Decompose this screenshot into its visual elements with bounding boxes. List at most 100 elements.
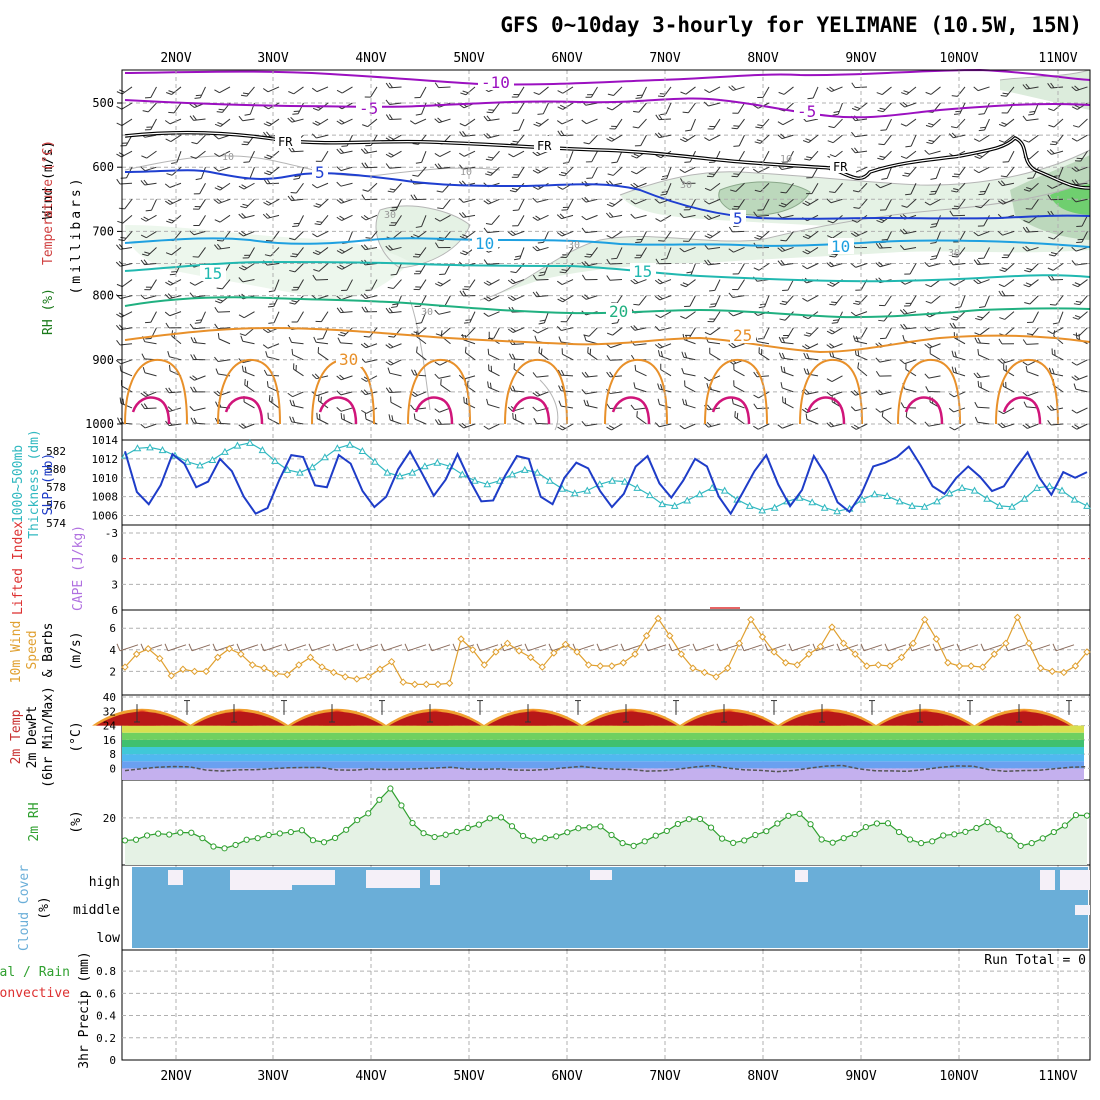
wind-barb — [881, 167, 892, 180]
thickness-point — [1045, 482, 1054, 490]
wind10-barb — [524, 643, 547, 652]
isotherm-label: 25 — [733, 326, 752, 345]
date-label-bottom: 3NOV — [257, 1069, 288, 1084]
wind10-point — [805, 650, 813, 658]
wind-barb — [507, 230, 525, 237]
wind-barb — [977, 215, 990, 227]
wind10-point — [955, 662, 964, 670]
wind-barb — [459, 150, 476, 157]
wind-barb — [924, 326, 941, 332]
wind-barb — [1076, 231, 1088, 243]
wind-barb — [802, 295, 819, 302]
wind-barb — [634, 364, 647, 377]
rh2m-point — [365, 810, 372, 817]
cloud-label: Cloud Cover — [17, 865, 32, 951]
wind10-point — [295, 661, 303, 669]
wind-barb — [974, 401, 990, 409]
wind-barb — [806, 182, 819, 195]
wind-barb — [880, 118, 892, 131]
rh2m-point — [331, 834, 339, 842]
wind-barb — [509, 353, 525, 361]
thickness-point — [396, 472, 404, 480]
isotherm-label: 20 — [609, 302, 628, 321]
cloud-gap — [366, 870, 420, 888]
rh2m-point — [398, 802, 405, 809]
isotherm-label: 30 — [339, 350, 358, 369]
date-label-bottom: 10NOV — [939, 1069, 978, 1084]
rh2m-point — [265, 831, 272, 839]
wind-barb — [289, 399, 304, 409]
wind-barb — [733, 380, 745, 393]
wind-barb — [165, 322, 182, 329]
wind-barb — [189, 292, 206, 298]
isotherm-35-loop — [224, 396, 264, 425]
wind-barb — [1071, 197, 1088, 203]
wind-barb — [826, 375, 843, 383]
wind10-point — [712, 673, 720, 681]
wind-barb — [587, 346, 598, 361]
wind-barb — [581, 227, 598, 234]
temp-tick-label: 0 — [109, 762, 116, 775]
date-label-bottom: 9NOV — [845, 1069, 876, 1084]
thickness-point — [608, 476, 617, 484]
wind-barb — [707, 311, 721, 323]
wind-barb — [634, 134, 647, 147]
wind-barb — [414, 86, 427, 99]
wind10-barb — [404, 643, 427, 652]
rh2m-point — [298, 827, 306, 834]
wind-barb — [777, 133, 794, 140]
wind-barb — [998, 407, 1015, 415]
wind-barb — [487, 348, 500, 361]
wind10-barb — [1052, 643, 1075, 652]
wind-tick-label: 4 — [109, 644, 116, 657]
wind-barb — [581, 294, 598, 300]
date-label-top: 10NOV — [939, 51, 978, 66]
wind-barb — [875, 389, 892, 396]
wind-barb — [826, 391, 843, 397]
wind-barb — [513, 363, 525, 377]
wind-barb — [950, 118, 966, 129]
wind-barb — [728, 292, 745, 298]
wind-barb — [142, 367, 157, 377]
precip-tick-label: 0.8 — [96, 965, 116, 978]
wind-barb — [900, 323, 917, 330]
wind-barb — [1072, 118, 1088, 128]
wind-barb — [1048, 367, 1064, 377]
upper-rh-label: RH (%) — [41, 288, 56, 335]
isotherm-label-bg — [830, 157, 856, 173]
wind-barb — [165, 247, 182, 256]
wind-barb — [244, 379, 255, 393]
wind-barb — [115, 359, 133, 365]
isotherm-label: FR — [833, 160, 848, 174]
wind-barb — [977, 380, 990, 393]
wind-barb — [875, 182, 892, 189]
wind-barb — [877, 150, 892, 161]
wind-barb — [632, 118, 647, 129]
rh-tick-label: 20 — [103, 812, 116, 825]
wind-barb — [292, 102, 304, 115]
wind-barb — [704, 230, 721, 239]
wind10-label-b: Speed — [25, 630, 40, 669]
wind-barb — [826, 86, 843, 92]
wind-barb — [385, 245, 402, 251]
thickness-point — [1020, 494, 1029, 502]
isotherm-label: FR — [278, 135, 293, 149]
wind-barb — [780, 365, 794, 377]
wind-barb — [238, 115, 255, 122]
thickness-point — [233, 441, 242, 449]
wind-barb — [655, 214, 672, 222]
isotherm-label: 10 — [475, 234, 494, 253]
rh2m-point — [575, 825, 582, 832]
wind-barb — [141, 150, 157, 159]
wind-barb — [581, 196, 598, 203]
isotherm-label-bg — [534, 136, 560, 152]
rh2m-point — [276, 830, 283, 837]
wind-barb — [753, 391, 770, 399]
wind-barb — [879, 199, 892, 211]
wind-barb — [391, 295, 402, 309]
wind-barb — [533, 417, 549, 425]
wind-barb — [924, 149, 941, 155]
temp-hump — [781, 711, 873, 726]
wind10-point — [364, 673, 373, 681]
wind-barb — [458, 197, 476, 203]
